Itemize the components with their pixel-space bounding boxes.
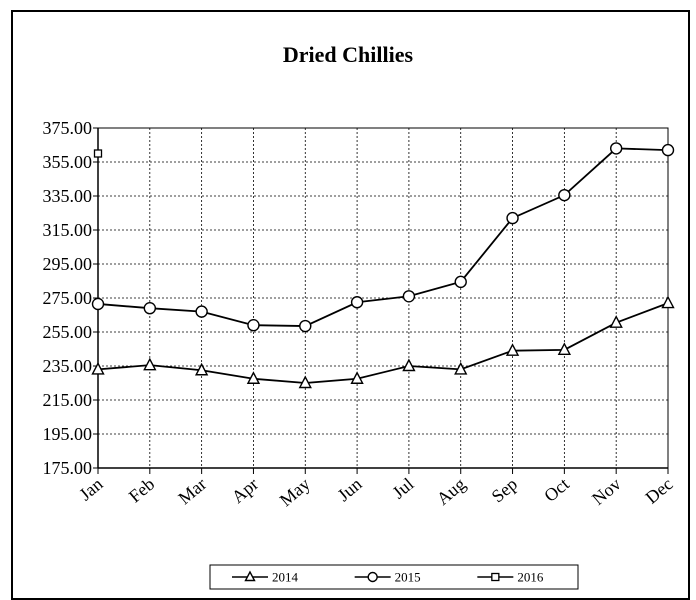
series-group [91,142,675,389]
legend-marker-2015 [367,571,378,583]
data-point-2014 [298,375,312,389]
y-tick-label: 255.00 [43,322,93,342]
data-point-2015 [558,188,571,202]
y-tick-label: 215.00 [43,390,93,410]
x-tick-label: Feb [125,474,159,507]
x-tick-label: May [276,474,314,511]
x-tick-label: Mar [174,474,210,509]
chart-title: Dried Chillies [282,42,414,67]
data-point-2015 [350,296,364,309]
x-tick-label: Jun [334,474,366,505]
x-tick-label: Oct [540,474,573,506]
data-point-2014 [505,343,520,356]
y-tick-label: 315.00 [43,220,93,240]
legend-label-2014: 2014 [272,570,299,585]
x-tick-label: Jan [75,474,106,505]
y-tick-label: 295.00 [43,254,93,274]
series-line-2014 [97,302,669,384]
data-point-2015 [661,143,675,157]
data-point-2014 [143,357,157,371]
series-line-2015 [97,147,669,327]
data-point-2014 [557,342,572,356]
legend-label-2015: 2015 [395,570,421,585]
data-point-2016 [93,149,103,158]
data-point-2014 [609,315,623,328]
legend-marker-2016 [491,572,500,582]
x-tick-label: Jul [389,474,418,503]
data-point-2014 [402,358,416,372]
data-point-2015 [402,290,416,303]
data-point-2015 [454,275,467,289]
data-point-2014 [246,371,261,384]
x-tick-label: Aug [433,474,470,509]
data-point-2015 [247,319,260,332]
legend: 2014 2015 2016 [209,564,579,590]
y-tick-label: 355.00 [43,152,93,172]
y-tick-label: 235.00 [43,356,93,376]
y-tick-label: 175.00 [43,458,93,478]
y-tick-label: 335.00 [43,186,93,206]
series-2016 [93,149,103,158]
y-tick-label: 195.00 [43,424,93,444]
data-point-2014 [91,361,105,375]
data-point-2015 [609,142,623,155]
data-point-2015 [195,305,208,318]
legend-marker-2014 [244,570,256,582]
y-tick-label: 275.00 [43,288,93,308]
x-tick-label: Dec [642,474,677,508]
data-point-2015 [299,319,312,333]
x-tick-label: Sep [488,474,522,507]
legend-box [209,564,579,590]
data-point-2014 [661,295,675,309]
y-tick-label: 375.00 [43,118,93,138]
x-axis-ticks: Jan Feb Mar Apr May Jun Jul Aug Sep Oct Nov Dec [75,468,677,511]
series-2015 [91,142,675,333]
legend-label-2016: 2016 [517,570,544,585]
data-point-2015 [91,297,105,311]
data-point-2015 [506,211,519,225]
data-point-2014 [454,361,468,375]
data-point-2015 [143,302,157,315]
x-tick-label: Apr [228,474,262,507]
data-point-2014 [194,362,209,376]
y-axis-ticks: 175.00 195.00 215.00 235.00 255.00 275.00 295.… [43,118,98,478]
data-point-2014 [350,371,364,384]
series-2014 [91,295,675,389]
x-tick-label: Nov [588,474,625,509]
